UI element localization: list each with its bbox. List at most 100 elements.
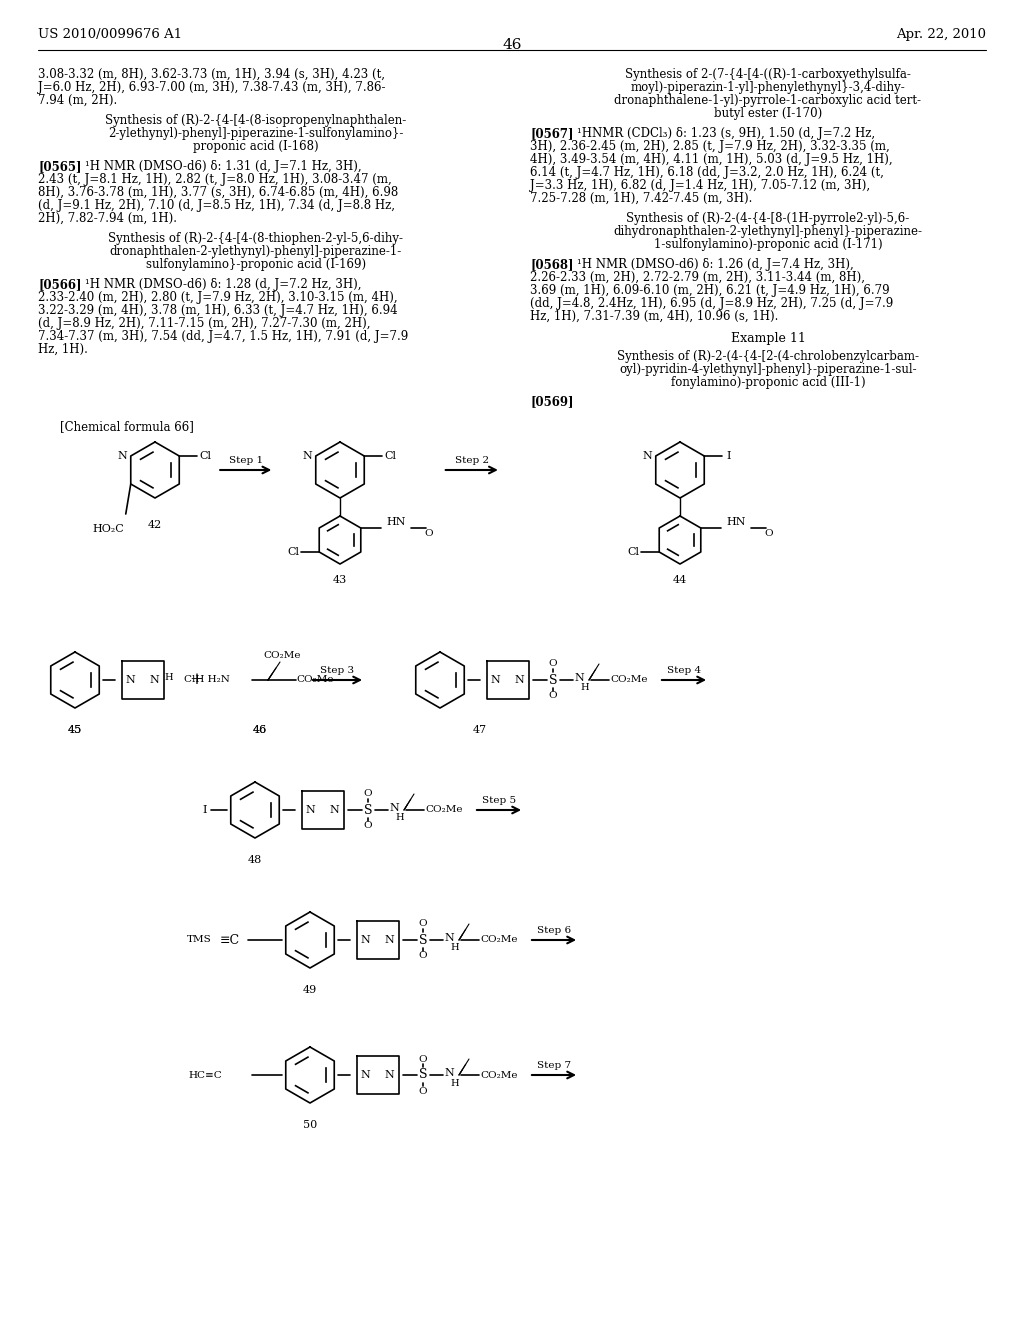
Text: N: N xyxy=(305,805,314,814)
Text: 48: 48 xyxy=(248,855,262,865)
Text: N: N xyxy=(574,673,584,682)
Text: Cl: Cl xyxy=(384,451,396,461)
Text: 2-ylethynyl)-phenyl]-piperazine-1-sulfonylamino}-: 2-ylethynyl)-phenyl]-piperazine-1-sulfon… xyxy=(109,127,403,140)
Text: N: N xyxy=(444,1068,454,1078)
Text: Synthesis of (R)-2-{4-[4-(8-thiophen-2-yl-5,6-dihy-: Synthesis of (R)-2-{4-[4-(8-thiophen-2-y… xyxy=(109,232,403,246)
Text: dihydronaphthalen-2-ylethynyl]-phenyl}-piperazine-: dihydronaphthalen-2-ylethynyl]-phenyl}-p… xyxy=(613,224,923,238)
Text: Synthesis of (R)-2-(4-{4-[2-(4-chrolobenzylcarbam-: Synthesis of (R)-2-(4-{4-[2-(4-chroloben… xyxy=(617,350,919,363)
Text: CO₂Me: CO₂Me xyxy=(480,1071,518,1080)
Text: H: H xyxy=(165,673,173,682)
Text: H: H xyxy=(451,1078,460,1088)
Text: H: H xyxy=(581,684,590,693)
Text: CO₂Me: CO₂Me xyxy=(296,676,334,685)
Text: moyl)-piperazin-1-yl]-phenylethynyl}-3,4-dihy-: moyl)-piperazin-1-yl]-phenylethynyl}-3,4… xyxy=(631,81,905,94)
Text: Hz, 1H), 7.31-7.39 (m, 4H), 10.96 (s, 1H).: Hz, 1H), 7.31-7.39 (m, 4H), 10.96 (s, 1H… xyxy=(530,310,778,323)
Text: Step 6: Step 6 xyxy=(537,927,571,935)
Text: N: N xyxy=(389,803,399,813)
Text: ¹H NMR (DMSO-d6) δ: 1.31 (d, J=7.1 Hz, 3H),: ¹H NMR (DMSO-d6) δ: 1.31 (d, J=7.1 Hz, 3… xyxy=(85,160,361,173)
Text: 3H), 2.36-2.45 (m, 2H), 2.85 (t, J=7.9 Hz, 2H), 3.32-3.35 (m,: 3H), 2.36-2.45 (m, 2H), 2.85 (t, J=7.9 H… xyxy=(530,140,890,153)
Text: H: H xyxy=(395,813,404,822)
Text: S: S xyxy=(364,804,373,817)
Text: N: N xyxy=(329,805,339,814)
Text: Cl: Cl xyxy=(287,546,299,557)
Text: N: N xyxy=(444,933,454,942)
Text: O: O xyxy=(364,821,373,830)
Text: H: H xyxy=(451,944,460,953)
Text: O: O xyxy=(419,920,427,928)
Text: O: O xyxy=(549,660,557,668)
Text: Hz, 1H).: Hz, 1H). xyxy=(38,343,88,356)
Text: N: N xyxy=(150,675,159,685)
Text: Example 11: Example 11 xyxy=(730,333,806,345)
Text: Synthesis of (R)-2-{4-[4-(8-isopropenylnaphthalen-: Synthesis of (R)-2-{4-[4-(8-isopropenyln… xyxy=(105,114,407,127)
Text: Cl: Cl xyxy=(628,546,639,557)
Text: O: O xyxy=(419,1055,427,1064)
Text: O: O xyxy=(765,529,773,539)
Text: +: + xyxy=(189,672,203,689)
Text: 2.33-2.40 (m, 2H), 2.80 (t, J=7.9 Hz, 2H), 3.10-3.15 (m, 4H),: 2.33-2.40 (m, 2H), 2.80 (t, J=7.9 Hz, 2H… xyxy=(38,290,397,304)
Text: TMS: TMS xyxy=(187,936,212,945)
Text: S: S xyxy=(419,1068,427,1081)
Text: HO₂C: HO₂C xyxy=(93,524,125,535)
Text: Step 1: Step 1 xyxy=(228,455,263,465)
Text: S: S xyxy=(419,933,427,946)
Text: ClH H₂N: ClH H₂N xyxy=(184,676,230,685)
Text: HN: HN xyxy=(726,517,745,527)
Text: 45: 45 xyxy=(68,725,82,735)
Text: ¹HNMR (CDCl₃) δ: 1.23 (s, 9H), 1.50 (d, J=7.2 Hz,: ¹HNMR (CDCl₃) δ: 1.23 (s, 9H), 1.50 (d, … xyxy=(577,127,876,140)
Text: I: I xyxy=(203,805,207,814)
Text: 49: 49 xyxy=(303,985,317,995)
Text: 3.08-3.32 (m, 8H), 3.62-3.73 (m, 1H), 3.94 (s, 3H), 4.23 (t,: 3.08-3.32 (m, 8H), 3.62-3.73 (m, 1H), 3.… xyxy=(38,69,385,81)
Text: Step 4: Step 4 xyxy=(667,667,701,675)
Text: CO₂Me: CO₂Me xyxy=(425,805,463,814)
Text: Apr. 22, 2010: Apr. 22, 2010 xyxy=(896,28,986,41)
Text: I: I xyxy=(726,451,730,461)
Text: 44: 44 xyxy=(673,576,687,585)
Text: N: N xyxy=(514,675,524,685)
Text: N: N xyxy=(490,675,500,685)
Text: 8H), 3.76-3.78 (m, 1H), 3.77 (s, 3H), 6.74-6.85 (m, 4H), 6.98: 8H), 3.76-3.78 (m, 1H), 3.77 (s, 3H), 6.… xyxy=(38,186,398,199)
Text: 42: 42 xyxy=(147,520,162,531)
Text: O: O xyxy=(419,952,427,961)
Text: dronaphthalene-1-yl)-pyrrole-1-carboxylic acid tert-: dronaphthalene-1-yl)-pyrrole-1-carboxyli… xyxy=(614,94,922,107)
Text: 6.14 (t, J=4.7 Hz, 1H), 6.18 (dd, J=3.2, 2.0 Hz, 1H), 6.24 (t,: 6.14 (t, J=4.7 Hz, 1H), 6.18 (dd, J=3.2,… xyxy=(530,166,884,180)
Text: [0569]: [0569] xyxy=(530,395,573,408)
Text: 1-sulfonylamino)-proponic acid (I-171): 1-sulfonylamino)-proponic acid (I-171) xyxy=(653,238,883,251)
Text: oyl)-pyridin-4-ylethynyl]-phenyl}-piperazine-1-sul-: oyl)-pyridin-4-ylethynyl]-phenyl}-pipera… xyxy=(620,363,916,376)
Text: butyl ester (I-170): butyl ester (I-170) xyxy=(714,107,822,120)
Text: Step 2: Step 2 xyxy=(455,455,488,465)
Text: N: N xyxy=(360,1071,370,1080)
Text: [Chemical formula 66]: [Chemical formula 66] xyxy=(60,420,194,433)
Text: 7.34-7.37 (m, 3H), 7.54 (dd, J=4.7, 1.5 Hz, 1H), 7.91 (d, J=7.9: 7.34-7.37 (m, 3H), 7.54 (dd, J=4.7, 1.5 … xyxy=(38,330,409,343)
Text: O: O xyxy=(425,529,433,539)
Text: 46: 46 xyxy=(253,725,267,735)
Text: 4H), 3.49-3.54 (m, 4H), 4.11 (m, 1H), 5.03 (d, J=9.5 Hz, 1H),: 4H), 3.49-3.54 (m, 4H), 4.11 (m, 1H), 5.… xyxy=(530,153,893,166)
Text: 7.94 (m, 2H).: 7.94 (m, 2H). xyxy=(38,94,118,107)
Text: O: O xyxy=(364,789,373,799)
Text: Step 5: Step 5 xyxy=(482,796,516,805)
Text: 45: 45 xyxy=(68,725,82,735)
Text: O: O xyxy=(549,692,557,701)
Text: 46: 46 xyxy=(253,725,267,735)
Text: N: N xyxy=(360,935,370,945)
Text: (dd, J=4.8, 2.4Hz, 1H), 6.95 (d, J=8.9 Hz, 2H), 7.25 (d, J=7.9: (dd, J=4.8, 2.4Hz, 1H), 6.95 (d, J=8.9 H… xyxy=(530,297,893,310)
Text: CO₂Me: CO₂Me xyxy=(610,676,648,685)
Text: ≡C: ≡C xyxy=(220,933,240,946)
Text: HN: HN xyxy=(386,517,406,527)
Text: US 2010/0099676 A1: US 2010/0099676 A1 xyxy=(38,28,182,41)
Text: HC≡C: HC≡C xyxy=(188,1071,222,1080)
Text: Cl: Cl xyxy=(200,451,211,461)
Text: N: N xyxy=(643,451,652,461)
Text: 2.26-2.33 (m, 2H), 2.72-2.79 (m, 2H), 3.11-3.44 (m, 8H),: 2.26-2.33 (m, 2H), 2.72-2.79 (m, 2H), 3.… xyxy=(530,271,865,284)
Text: N: N xyxy=(384,1071,394,1080)
Text: J=6.0 Hz, 2H), 6.93-7.00 (m, 3H), 7.38-7.43 (m, 3H), 7.86-: J=6.0 Hz, 2H), 6.93-7.00 (m, 3H), 7.38-7… xyxy=(38,81,385,94)
Text: Step 7: Step 7 xyxy=(537,1061,571,1071)
Text: [0568]: [0568] xyxy=(530,257,573,271)
Text: [0566]: [0566] xyxy=(38,279,82,290)
Text: [0565]: [0565] xyxy=(38,160,82,173)
Text: proponic acid (I-168): proponic acid (I-168) xyxy=(194,140,318,153)
Text: ¹H NMR (DMSO-d6) δ: 1.26 (d, J=7.4 Hz, 3H),: ¹H NMR (DMSO-d6) δ: 1.26 (d, J=7.4 Hz, 3… xyxy=(577,257,854,271)
Text: 3.69 (m, 1H), 6.09-6.10 (m, 2H), 6.21 (t, J=4.9 Hz, 1H), 6.79: 3.69 (m, 1H), 6.09-6.10 (m, 2H), 6.21 (t… xyxy=(530,284,890,297)
Text: 43: 43 xyxy=(333,576,347,585)
Text: N: N xyxy=(384,935,394,945)
